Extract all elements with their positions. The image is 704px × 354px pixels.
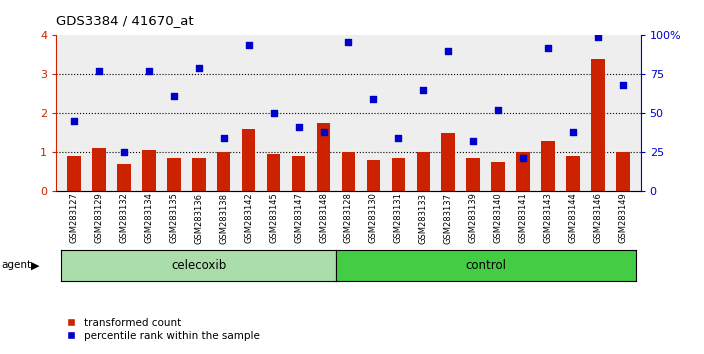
Bar <box>67 156 81 191</box>
Point <box>417 87 429 93</box>
Point <box>493 107 504 113</box>
Bar <box>217 152 230 191</box>
Text: celecoxib: celecoxib <box>171 259 226 272</box>
Point <box>143 68 154 74</box>
Point <box>168 93 180 99</box>
Bar <box>191 158 206 191</box>
Point <box>118 149 130 155</box>
Point <box>268 110 279 116</box>
Bar <box>391 158 406 191</box>
Point <box>443 48 454 54</box>
Text: agent: agent <box>1 261 32 270</box>
Bar <box>417 152 430 191</box>
Bar <box>241 129 256 191</box>
Point <box>543 45 554 51</box>
Bar <box>267 154 280 191</box>
Point <box>467 138 479 144</box>
Text: control: control <box>465 259 506 272</box>
Point <box>218 135 230 141</box>
Bar <box>117 164 131 191</box>
Point <box>293 125 304 130</box>
Bar <box>467 158 480 191</box>
Point <box>367 96 379 102</box>
Point <box>343 39 354 45</box>
Point <box>193 65 204 71</box>
Bar <box>142 150 156 191</box>
Point <box>93 68 104 74</box>
Point <box>243 42 254 47</box>
Point <box>517 156 529 161</box>
Point <box>68 118 80 124</box>
Bar <box>517 152 530 191</box>
Bar <box>167 158 180 191</box>
Bar <box>367 160 380 191</box>
Text: ▶: ▶ <box>31 261 39 270</box>
Point <box>567 129 579 135</box>
Bar <box>92 148 106 191</box>
Bar <box>291 156 306 191</box>
Point <box>393 135 404 141</box>
Text: GDS3384 / 41670_at: GDS3384 / 41670_at <box>56 14 194 27</box>
Bar <box>317 123 330 191</box>
Bar <box>616 152 630 191</box>
Legend: transformed count, percentile rank within the sample: transformed count, percentile rank withi… <box>61 313 265 345</box>
Point <box>617 82 629 88</box>
Point <box>593 34 604 40</box>
Bar <box>566 156 580 191</box>
Bar <box>441 133 455 191</box>
Bar <box>541 141 555 191</box>
Point <box>318 129 329 135</box>
Bar <box>591 59 605 191</box>
Bar <box>491 162 505 191</box>
Bar <box>341 152 356 191</box>
